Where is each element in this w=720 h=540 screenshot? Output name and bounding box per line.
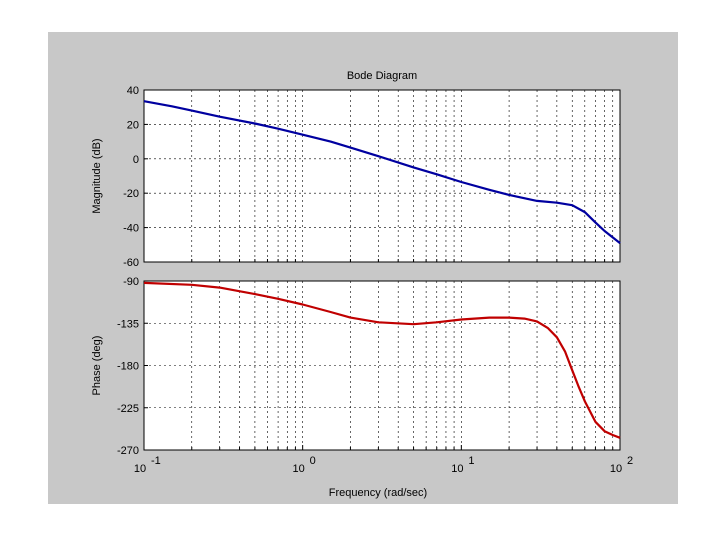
y-tick-label: -90 <box>123 276 139 288</box>
x-tick-label: 10 <box>610 463 622 475</box>
magnitude-line <box>143 100 621 244</box>
y-tick-label: -135 <box>117 318 139 330</box>
y-tick-label: 0 <box>133 154 139 166</box>
axis-box <box>143 89 621 263</box>
y-tick-label: -20 <box>123 188 139 200</box>
chart-title: Bode Diagram <box>347 70 417 82</box>
plot-area <box>144 90 620 262</box>
y-tick-label: 40 <box>127 85 139 97</box>
x-tick-exponent: 1 <box>468 455 474 467</box>
figure-window: 40 20 0 -20 -40 -60 Magnitude (dB) Bode Diagram… <box>48 32 678 504</box>
phase-line <box>143 281 621 439</box>
x-tick-label: 10 <box>451 463 463 475</box>
x-tick-exponent: 0 <box>310 455 316 467</box>
x-tick-label: 10 <box>134 463 146 475</box>
y-tick-label: -180 <box>117 361 139 373</box>
panel-phase: -90 -135 -180 -225 -270 Phase (deg) 10 -1 10 0 10 1… <box>91 276 633 499</box>
y-axis-label: Magnitude (dB) <box>91 138 103 213</box>
x-tick-exponent: 2 <box>627 455 633 467</box>
y-tick-label: -60 <box>123 257 139 269</box>
panel-magnitude: 40 20 0 -20 -40 -60 Magnitude (dB) Bode Diagram <box>91 70 621 269</box>
y-tick-label: 20 <box>127 119 139 131</box>
y-tick-label: -270 <box>117 445 139 457</box>
x-tick-exponent: -1 <box>151 455 161 467</box>
y-axis-label: Phase (deg) <box>91 336 103 396</box>
x-tick-label: 10 <box>293 463 305 475</box>
y-tick-label: -225 <box>117 403 139 415</box>
y-tick-label: -40 <box>123 223 139 235</box>
x-axis-label: Frequency (rad/sec) <box>329 487 427 499</box>
